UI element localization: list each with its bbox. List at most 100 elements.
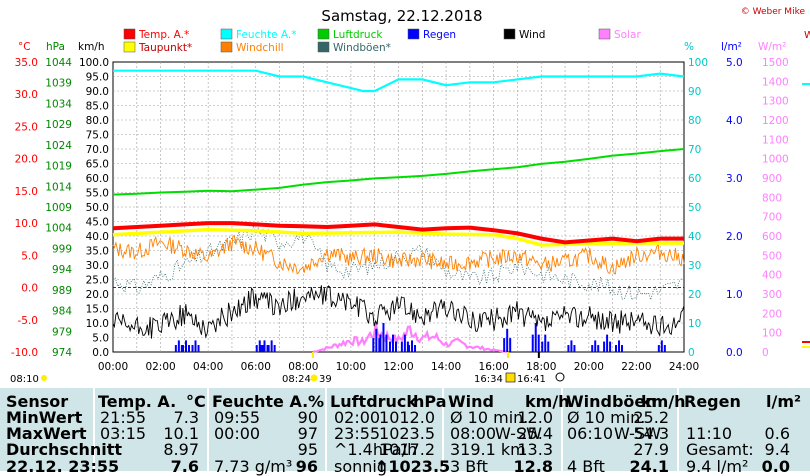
rain-bar xyxy=(534,323,537,352)
pressure-value: ↑1023.5 xyxy=(375,457,451,476)
temp-value: 7.6 xyxy=(170,457,199,476)
hpa-tick-label: 984 xyxy=(52,306,72,318)
x-tick-label: 04:00 xyxy=(193,361,223,373)
rain-bar xyxy=(400,341,403,352)
wind-value: 12.0 xyxy=(517,408,553,427)
rain-bar xyxy=(184,340,187,352)
row-label: 22.12. 23:55 xyxy=(6,457,120,476)
gust-value: 24.1 xyxy=(629,457,669,476)
pressure-value: 1012.0 xyxy=(379,408,435,427)
x-tick-label: 18:00 xyxy=(526,361,556,373)
rain-bar xyxy=(394,341,397,352)
kmh-tick-label: 30.0 xyxy=(86,260,109,272)
rain-bar xyxy=(603,341,606,352)
rain-bar xyxy=(260,345,263,352)
rain-bar xyxy=(378,338,381,352)
celsius-tick-label: 35.0 xyxy=(15,57,38,69)
sunset-label: 16:34 xyxy=(474,374,503,385)
gust-direction: W-SW xyxy=(614,424,661,443)
rain-tick-label: 4.0 xyxy=(726,115,743,127)
gust-value: 54.3 xyxy=(633,424,669,443)
rain-bar xyxy=(194,340,197,352)
legend-swatch xyxy=(317,41,330,53)
column-divider xyxy=(442,388,444,471)
rain-tick-label: 1.0 xyxy=(726,289,743,301)
windchill-line xyxy=(112,234,685,275)
kmh-tick-label: 100.0 xyxy=(79,57,109,69)
legend-swatch xyxy=(407,28,420,40)
percent-tick-label: 80 xyxy=(688,115,701,127)
rain-bar xyxy=(261,345,264,352)
celsius-tick-label: 15.0 xyxy=(15,186,38,198)
percent-tick-label: 0 xyxy=(688,347,695,359)
x-tick-label: 10:00 xyxy=(336,361,366,373)
celsius-axis-unit: °C xyxy=(18,41,31,53)
kmh-tick-label: 85.0 xyxy=(86,101,109,113)
humidity-value: 95 xyxy=(297,440,318,459)
header-rain-unit: l/m² xyxy=(766,392,802,411)
rain-bar xyxy=(382,323,385,352)
humidity-time: 09:55 xyxy=(214,408,261,427)
sunrise-label: 08:24 xyxy=(282,374,311,385)
legend-label: Feuchte A.* xyxy=(236,29,297,41)
gust-time: Ø 10 min. xyxy=(567,408,646,427)
kmh-axis-unit: km/h xyxy=(78,41,105,53)
rain-axis-unit: l/m² xyxy=(721,41,742,53)
legend-label: Regen xyxy=(423,29,456,41)
rain-bar xyxy=(547,341,550,352)
temperature-line xyxy=(112,221,684,245)
sunset2-label: 16:41 xyxy=(517,374,546,385)
rain-bar xyxy=(621,345,624,352)
legend-label: Wind xyxy=(519,29,545,41)
column-divider xyxy=(677,388,679,471)
sunrise-minutes: 39 xyxy=(319,374,332,385)
legend-swatch xyxy=(123,41,136,53)
rain-bar xyxy=(258,340,261,352)
rain-time: Gesamt: xyxy=(686,440,754,459)
wind-time: 08:00 xyxy=(450,424,497,443)
wind-direction: W-SW xyxy=(495,424,542,443)
celsius-tick-label: 25.0 xyxy=(15,121,38,133)
percent-tick-label: 50 xyxy=(688,202,701,214)
kmh-tick-label: 80.0 xyxy=(86,115,109,127)
hpa-tick-label: 1034 xyxy=(45,98,72,110)
solar-tick-label: 600 xyxy=(762,231,782,243)
kmh-tick-label: 5.0 xyxy=(92,333,109,345)
sunrise-icon xyxy=(310,374,318,382)
rain-bar xyxy=(379,334,382,352)
rain-bar xyxy=(597,345,600,352)
kmh-tick-label: 20.0 xyxy=(86,289,109,301)
wind-value: 25.4 xyxy=(517,424,553,443)
rain-bar xyxy=(180,345,183,352)
hpa-tick-label: 1024 xyxy=(45,140,72,152)
hpa-tick-label: 994 xyxy=(52,264,72,276)
solar-tick-label: 500 xyxy=(762,250,782,262)
rain-bar xyxy=(606,334,609,352)
chart-annotations: 08:10 08:24 39 16:34 16:41 xyxy=(10,352,565,385)
solar-tick-label: 1200 xyxy=(762,115,789,127)
solar-tick-label: 0 xyxy=(762,347,769,359)
rain-bar xyxy=(372,338,375,352)
solar-tick-label: 300 xyxy=(762,289,782,301)
solar-tick-label: 700 xyxy=(762,212,782,224)
solar-tick-label: 1100 xyxy=(762,134,789,146)
kmh-tick-label: 55.0 xyxy=(86,188,109,200)
column-divider xyxy=(561,388,563,471)
legend-swatch xyxy=(220,41,233,53)
kmh-tick-label: 25.0 xyxy=(86,275,109,287)
rain-tick-label: 0.0 xyxy=(726,347,743,359)
hpa-tick-label: 1029 xyxy=(45,119,72,131)
header-temp: Temp. A. xyxy=(98,392,177,411)
temp-value: 10.1 xyxy=(163,424,199,443)
rain-bar xyxy=(267,345,270,352)
percent-tick-label: 40 xyxy=(688,231,701,243)
gust-value: 25.2 xyxy=(633,408,669,427)
moon-icon xyxy=(555,372,565,382)
header-temp-unit: °C xyxy=(186,392,206,411)
solar-tick-label: 200 xyxy=(762,308,782,320)
header-wind: Wind xyxy=(448,392,494,411)
legend-label: Windchill xyxy=(236,42,284,54)
celsius-tick-label: -10.0 xyxy=(11,347,38,359)
column-divider xyxy=(93,388,95,471)
rain-value: 0.0 xyxy=(761,457,790,476)
